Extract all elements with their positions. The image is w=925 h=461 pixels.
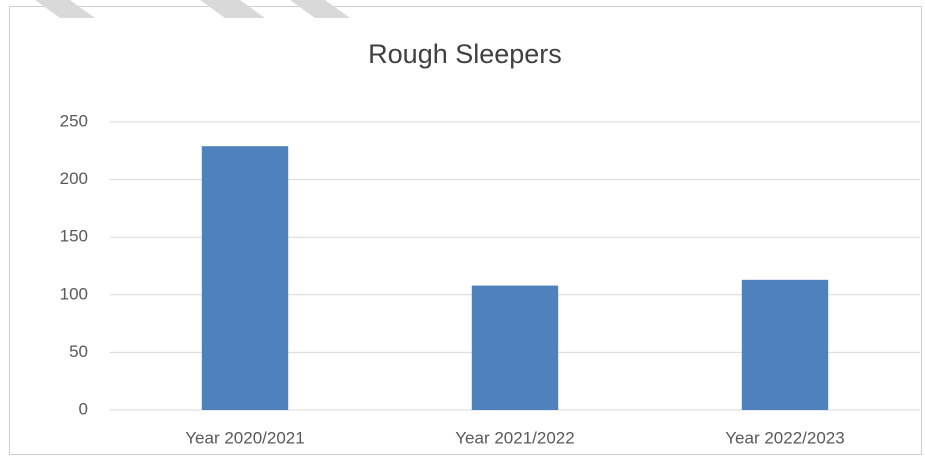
y-tick-label: 0 [79, 399, 88, 418]
bar [741, 279, 829, 410]
x-tick-label: Year 2020/2021 [185, 428, 304, 447]
y-tick-label: 150 [60, 227, 88, 246]
y-tick-label: 250 [60, 111, 88, 130]
decoration [35, 0, 350, 18]
bar [201, 146, 289, 410]
y-tick-label: 50 [69, 342, 88, 361]
x-tick-label: Year 2021/2022 [455, 428, 574, 447]
bar [471, 285, 559, 410]
y-tick-label: 200 [60, 169, 88, 188]
chart-title: Rough Sleepers [368, 39, 562, 69]
y-tick-label: 100 [60, 284, 88, 303]
x-tick-label: Year 2022/2023 [725, 428, 844, 447]
